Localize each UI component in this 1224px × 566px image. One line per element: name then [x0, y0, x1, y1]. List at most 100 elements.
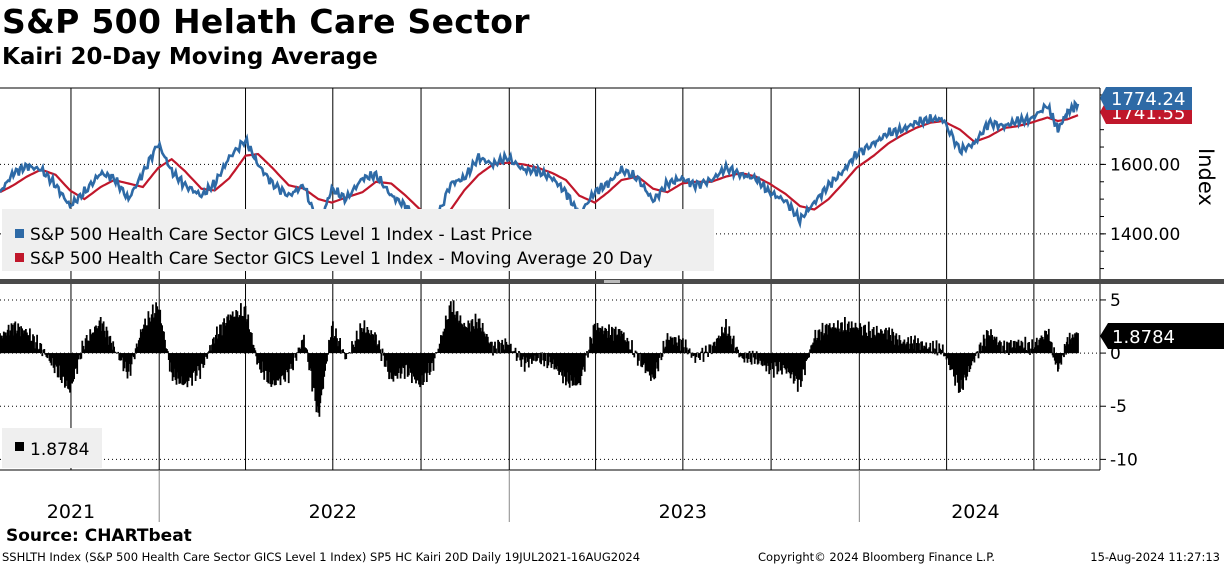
kairi-bar [642, 353, 645, 365]
kairi-bar [224, 325, 226, 354]
kairi-bar [308, 353, 311, 371]
lower-tick-label: -5 [1110, 397, 1127, 417]
kairi-bar [930, 351, 933, 354]
year-gridlines [70, 88, 1035, 522]
kairi-bar [492, 353, 494, 356]
kairi-bar [355, 330, 358, 354]
kairi-bar [185, 353, 188, 382]
kairi-bar [407, 353, 410, 376]
kairi-bar [640, 353, 642, 367]
kairi-bar [389, 353, 392, 373]
kairi-bar [438, 343, 441, 353]
kairi-bar [567, 353, 570, 384]
kairi-bar [800, 353, 802, 387]
kairi-bar [823, 333, 826, 354]
kairi-bar [412, 353, 414, 374]
kairi-bar [91, 332, 94, 354]
kairi-bar [662, 340, 665, 354]
kairi-bar [1021, 342, 1024, 353]
kairi-bar [547, 353, 550, 366]
kairi-bar [48, 353, 51, 361]
kairi-bar [322, 353, 325, 389]
kairi-bar [132, 353, 135, 358]
kairi-bar [540, 353, 542, 365]
kairi-bar [3, 332, 6, 354]
kairi-bar [368, 333, 371, 354]
kairi-bar [837, 320, 839, 354]
kairi-bar [587, 353, 589, 358]
kairi-bar [646, 353, 649, 372]
kairi-bar [1028, 342, 1030, 354]
kairi-bar [383, 353, 386, 367]
kairi-bar [80, 353, 83, 359]
kairi-bar [342, 349, 344, 354]
kairi-bar [453, 314, 456, 354]
kairi-bar [483, 333, 486, 354]
kairi-bar [197, 353, 199, 367]
kairi-bar [583, 353, 586, 372]
kairi-bar [128, 353, 131, 364]
kairi-bar [464, 326, 467, 354]
legend-swatch-ma [15, 253, 24, 262]
kairi-bar [723, 333, 725, 354]
kairi-bar [542, 353, 545, 361]
kairi-bar [110, 342, 113, 354]
kairi-bar [285, 353, 288, 370]
year-label-2021: 2021 [47, 501, 95, 523]
kairi-bar [849, 328, 852, 354]
kairi-bar [993, 336, 996, 354]
kairi-bar [867, 321, 870, 354]
kairi-bar [757, 353, 760, 364]
kairi-bar [622, 332, 625, 354]
kairi-bar [234, 316, 236, 354]
kairi-bar [391, 353, 394, 380]
kairi-bar [817, 330, 820, 354]
kairi-bar [306, 349, 308, 354]
kairi-bar [1053, 347, 1055, 354]
kairi-bar [795, 353, 798, 379]
kairi-bar [815, 340, 818, 354]
kairi-bar [979, 342, 982, 354]
kairi-bar [900, 343, 903, 354]
kairi-bar [41, 353, 44, 357]
kairi-bar [446, 319, 448, 354]
kairi-bar [667, 339, 670, 354]
kairi-bar [284, 353, 287, 382]
kairi-bar [661, 353, 664, 357]
kairi-bar [233, 316, 235, 353]
kairi-bar [729, 335, 732, 354]
kairi-bar [20, 326, 22, 354]
kairi-bar [10, 323, 13, 354]
kairi-bar [111, 349, 114, 354]
kairi-bar [917, 338, 919, 354]
kairi-bar [295, 353, 298, 361]
lower-tick-label: -10 [1110, 450, 1138, 470]
kairi-bar [786, 353, 789, 369]
kairi-bar [406, 353, 409, 377]
kairi-bar [975, 351, 978, 354]
kairi-bar [1018, 346, 1021, 354]
kairi-bar [974, 353, 977, 356]
kairi-bar [853, 328, 856, 354]
kairi-bar [529, 353, 532, 358]
kairi-bar [1017, 339, 1020, 354]
kairi-bar [732, 335, 735, 354]
kairi-bar [844, 317, 846, 354]
kairi-bar [531, 353, 533, 364]
kairi-bar [515, 353, 518, 361]
kairi-bar [546, 353, 549, 369]
kairi-bar [946, 353, 949, 359]
kairi-bar [962, 353, 964, 390]
kairi-bar [876, 332, 879, 354]
kairi-bar [593, 323, 596, 354]
kairi-bar [585, 353, 587, 356]
kairi-bar [509, 343, 512, 354]
kairi-bar [505, 341, 508, 354]
kairi-bar [841, 322, 843, 354]
kairi-bar [246, 319, 249, 354]
kairi-bar [639, 353, 641, 355]
kairi-bar [376, 345, 378, 354]
upper-horizontal-gridlines [0, 163, 1100, 235]
kairi-bar [668, 340, 671, 354]
kairi-bars [0, 300, 1079, 417]
